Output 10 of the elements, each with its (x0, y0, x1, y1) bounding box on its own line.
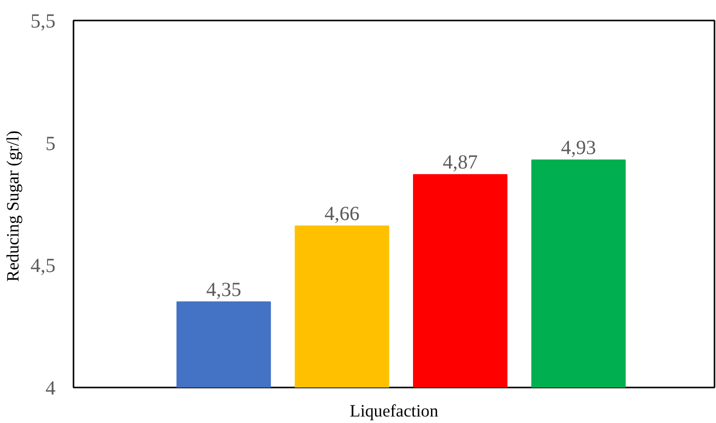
data-label: 4,35 (206, 278, 242, 301)
y-axis-title: Reducing Sugar (gr/l) (4, 130, 22, 282)
y-tick-label: 4,5 (30, 255, 56, 278)
data-label: 4,66 (324, 203, 360, 226)
y-tick-label: 5 (46, 132, 56, 155)
data-label: 4,93 (560, 136, 596, 159)
y-tick-label: 5,5 (30, 10, 56, 32)
data-label: 4,87 (442, 152, 478, 174)
y-tick-label: 4 (46, 378, 56, 400)
x-axis-title: Liquefaction (350, 402, 439, 420)
